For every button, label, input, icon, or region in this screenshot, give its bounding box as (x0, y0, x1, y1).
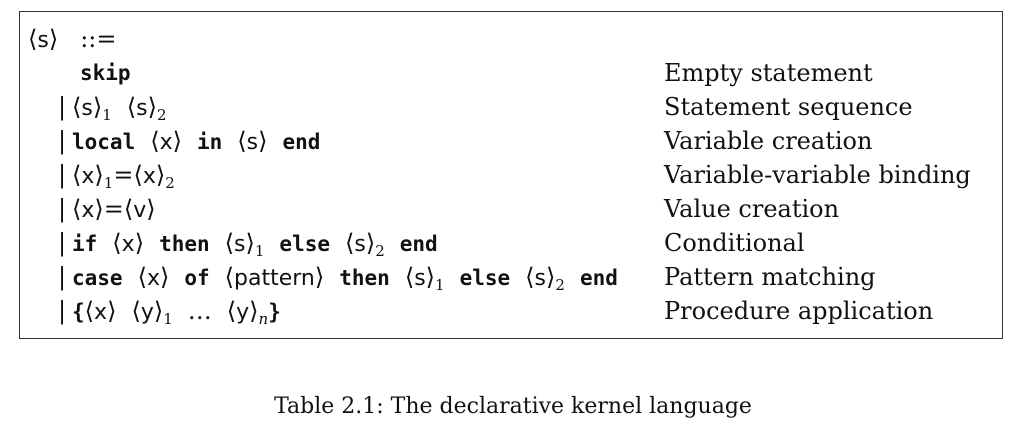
keyword-then: then (159, 232, 210, 256)
syntax-cell: | ⟨x⟩1=⟨x⟩2 (58, 161, 175, 192)
description-cell: Variable creation (664, 127, 873, 155)
grammar-row-procedure: | {⟨x⟩ ⟨y⟩1 … ⟨y⟩n} Procedure application (20, 294, 1002, 328)
syntax-cell: | ⟨s⟩1 ⟨s⟩2 (28, 90, 167, 132)
keyword-else: else (459, 266, 511, 290)
description-cell: Variable-variable binding (664, 161, 971, 189)
description-cell: Value creation (664, 195, 840, 223)
description-cell: Conditional (664, 229, 805, 257)
keyword-then: then (339, 266, 390, 290)
keyword-end: end (579, 266, 618, 290)
header-nonterminal: s (37, 28, 49, 53)
alternative-bar: | (58, 93, 67, 121)
grammar-row-case: | case ⟨x⟩ of ⟨pattern⟩ then ⟨s⟩1 else ⟨s… (20, 260, 1002, 294)
keyword-end: end (399, 232, 438, 256)
keyword-case: case (72, 266, 123, 290)
grammar-row-binding: | ⟨x⟩1=⟨x⟩2 Variable-variable binding (20, 158, 1002, 192)
syntax-cell: | if ⟨x⟩ then ⟨s⟩1 else ⟨s⟩2 end (58, 229, 438, 260)
description-cell: Empty statement (664, 59, 873, 87)
grammar-row-value: | ⟨x⟩=⟨v⟩ Value creation (20, 192, 1002, 226)
defines-symbol: ::= (80, 25, 117, 53)
keyword-skip: skip (80, 61, 131, 85)
keyword-local: local (72, 130, 136, 154)
keyword-else: else (279, 232, 330, 256)
close-brace: } (268, 300, 281, 324)
description-cell: Statement sequence (664, 93, 913, 121)
table-caption: Table 2.1: The declarative kernel langua… (274, 394, 752, 419)
syntax-cell: | ⟨x⟩=⟨v⟩ (58, 195, 156, 223)
syntax-cell: | case ⟨x⟩ of ⟨pattern⟩ then ⟨s⟩1 else ⟨s… (58, 263, 618, 294)
grammar-header-row: ⟨s⟩ ::= (20, 22, 1002, 56)
syntax-cell: skip (28, 56, 131, 91)
grammar-row-skip: skip Empty statement (20, 56, 1002, 90)
grammar-row-sequence: | ⟨s⟩1 ⟨s⟩2 Statement sequence (20, 90, 1002, 124)
keyword-of: of (184, 266, 210, 290)
syntax-cell: | local ⟨x⟩ in ⟨s⟩ end (58, 127, 321, 155)
grammar-header: ⟨s⟩ ::= (28, 25, 117, 53)
grammar-table: ⟨s⟩ ::= skip Empty statement | ⟨s⟩1 ⟨s⟩2 … (19, 11, 1003, 339)
open-brace: { (72, 300, 85, 324)
description-cell: Pattern matching (664, 263, 876, 291)
syntax-cell: | {⟨x⟩ ⟨y⟩1 … ⟨y⟩n} (58, 297, 281, 328)
keyword-in: in (197, 130, 223, 154)
grammar-row-conditional: | if ⟨x⟩ then ⟨s⟩1 else ⟨s⟩2 end Conditio… (20, 226, 1002, 260)
description-cell: Procedure application (664, 297, 934, 325)
keyword-end: end (282, 130, 321, 154)
keyword-if: if (72, 232, 98, 256)
grammar-row-local: | local ⟨x⟩ in ⟨s⟩ end Variable creation (20, 124, 1002, 158)
